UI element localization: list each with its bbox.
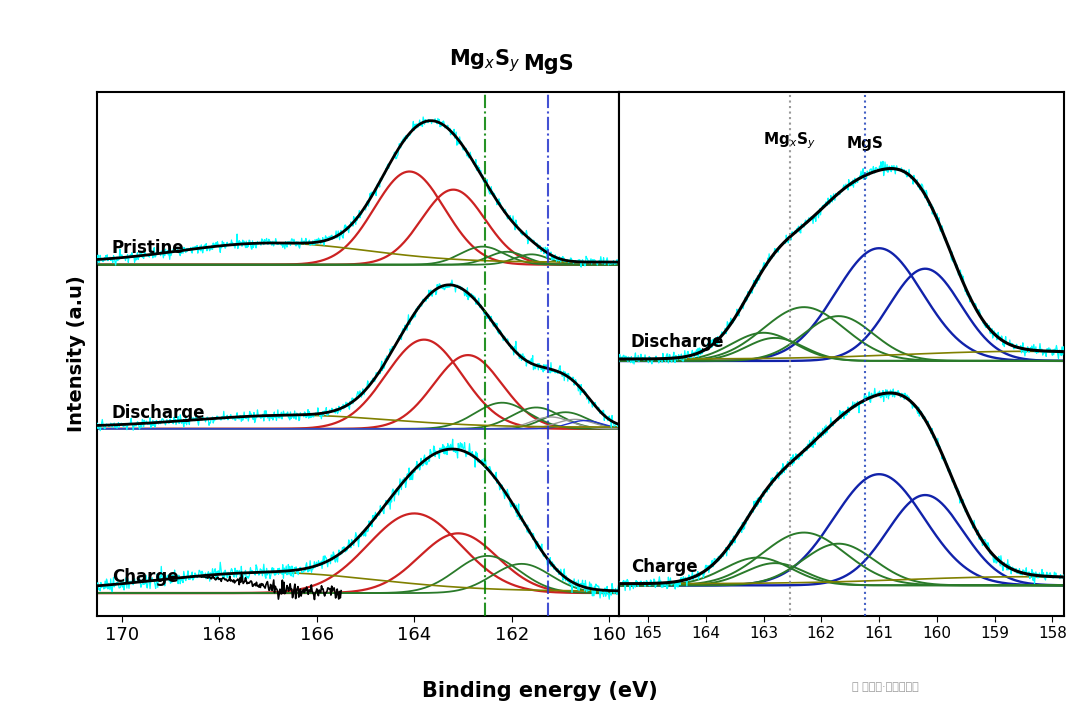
Text: MgS: MgS xyxy=(846,136,883,151)
Text: Mg$_x$S$_y$: Mg$_x$S$_y$ xyxy=(449,47,521,74)
Text: MgS: MgS xyxy=(523,55,573,74)
Y-axis label: Intensity (a.u): Intensity (a.u) xyxy=(67,275,86,433)
Text: Pristine: Pristine xyxy=(112,239,185,258)
Text: Discharge: Discharge xyxy=(631,333,725,351)
Text: Charge: Charge xyxy=(631,558,698,576)
Text: Mg$_x$S$_y$: Mg$_x$S$_y$ xyxy=(764,130,815,151)
Text: Discharge: Discharge xyxy=(112,404,205,422)
Text: 🍀 公众号·石墨烯研究: 🍀 公众号·石墨烯研究 xyxy=(852,683,919,692)
Text: Binding energy (eV): Binding energy (eV) xyxy=(422,681,658,701)
Text: Charge: Charge xyxy=(112,568,178,586)
